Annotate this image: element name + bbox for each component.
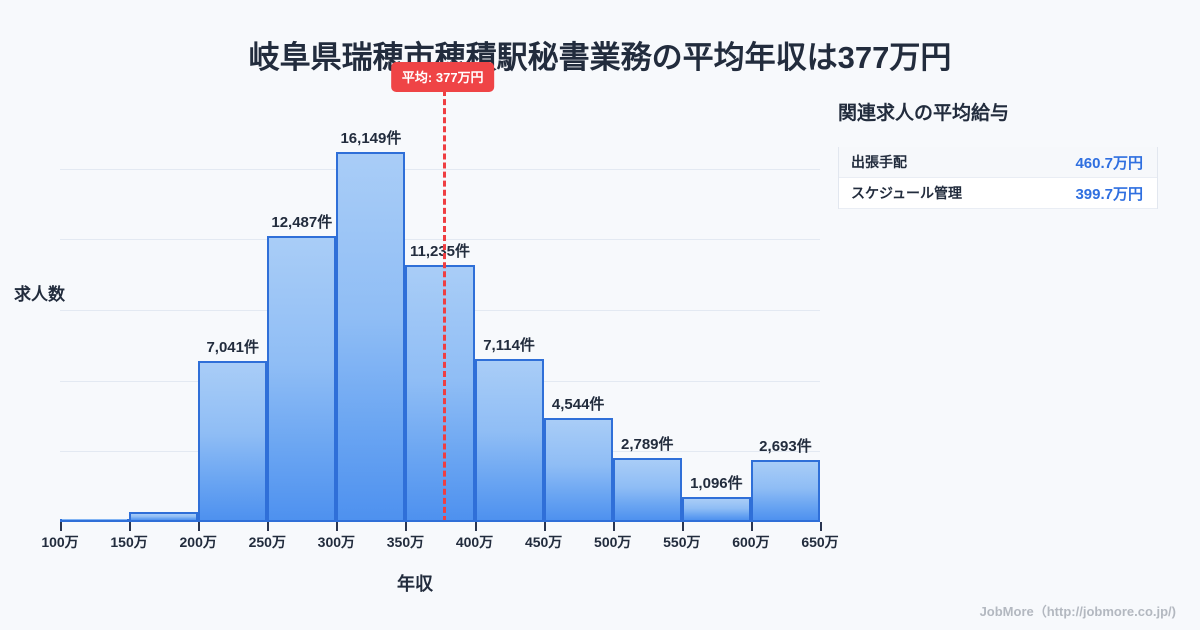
bar-value-label: 7,114件 xyxy=(483,336,535,354)
histogram-bar xyxy=(681,496,751,522)
histogram-bar xyxy=(405,264,475,522)
gridline xyxy=(60,239,820,241)
table-row-value: 399.7万円 xyxy=(1075,185,1143,203)
table-row-label: 出張手配 xyxy=(851,154,907,170)
related-jobs-panel: 関連求人の平均給与 出張手配 460.7万円スケジュール管理 399.7万円 xyxy=(838,98,1168,209)
gridline xyxy=(60,168,820,170)
x-tick-label: 450万 xyxy=(524,534,563,550)
bar-value-label: 7,041件 xyxy=(206,338,259,356)
x-tick xyxy=(681,522,684,531)
histogram-chart: 求人数 7,041件 12,487件 16,149件 11,235件 7,114件 4,5… xyxy=(0,62,839,594)
x-tick xyxy=(129,522,132,531)
x-tick xyxy=(60,522,62,531)
x-tick-label: 250万 xyxy=(248,534,286,550)
x-axis-ticks xyxy=(60,522,822,531)
x-tick-label: 150万 xyxy=(110,534,148,550)
histogram-bar xyxy=(336,151,406,522)
x-tick xyxy=(750,522,753,531)
plot-area: 7,041件 12,487件 16,149件 11,235件 7,114件 4,544件 2… xyxy=(60,62,822,531)
footer-attribution: JobMore（http://jobmore.co.jp/) xyxy=(979,604,1176,619)
related-jobs-table: 出張手配 460.7万円スケジュール管理 399.7万円 xyxy=(838,147,1158,209)
x-tick xyxy=(820,522,822,531)
bar-value-label: 16,149件 xyxy=(340,129,402,147)
y-axis-title: 求人数 xyxy=(14,285,65,304)
x-tick xyxy=(198,522,201,531)
bar-value-label: 1,096件 xyxy=(690,474,743,492)
related-jobs-title: 関連求人の平均給与 xyxy=(838,103,1010,124)
histogram-bar xyxy=(198,360,268,522)
x-tick-label: 350万 xyxy=(386,534,425,550)
x-tick xyxy=(267,522,270,531)
x-tick-label: 200万 xyxy=(179,534,217,550)
bar-value-label: 2,789件 xyxy=(620,436,674,454)
x-tick xyxy=(612,522,615,531)
histogram-bar xyxy=(267,235,337,522)
page-title: 岐阜県瑞穂市穂積駅秘書業務の平均年収は377万円 xyxy=(248,40,952,75)
x-tick-label: 300万 xyxy=(317,534,356,550)
x-axis-title: 年収 xyxy=(397,574,433,594)
table-row: 出張手配 460.7万円 xyxy=(839,147,1157,178)
x-tick xyxy=(405,522,408,531)
x-tick xyxy=(336,522,339,531)
table-row-label: スケジュール管理 xyxy=(851,185,963,201)
x-tick-label: 550万 xyxy=(663,534,701,550)
bar-value-label: 11,235件 xyxy=(409,242,471,260)
x-tick-label: 400万 xyxy=(455,534,494,550)
x-axis-line xyxy=(60,520,820,522)
x-tick xyxy=(543,522,546,531)
table-row-value: 460.7万円 xyxy=(1075,154,1143,172)
average-marker-line xyxy=(442,90,446,522)
bar-series: 7,041件 12,487件 16,149件 11,235件 7,114件 4,544件 2… xyxy=(60,62,820,522)
x-tick xyxy=(474,522,477,531)
x-axis-tick-labels: 100万 150万 200万 250万 300万 350万 400万 450万 500万 550万… xyxy=(41,532,838,556)
bar-value-label: 4,544件 xyxy=(551,395,605,413)
bar-value-label: 2,693件 xyxy=(759,438,812,456)
average-badge: 平均: 377万円 xyxy=(390,62,495,92)
histogram-bar xyxy=(750,460,820,522)
x-tick-label: 650万 xyxy=(801,534,839,550)
x-tick-label: 100万 xyxy=(41,534,79,550)
bar-value-label: 12,487件 xyxy=(271,213,333,231)
x-tick-label: 500万 xyxy=(594,534,632,550)
histogram-bar xyxy=(474,358,544,522)
histogram-bar xyxy=(612,458,682,522)
x-tick-label: 600万 xyxy=(732,534,770,550)
histogram-bar xyxy=(543,417,613,522)
table-row: スケジュール管理 399.7万円 xyxy=(839,178,1157,209)
